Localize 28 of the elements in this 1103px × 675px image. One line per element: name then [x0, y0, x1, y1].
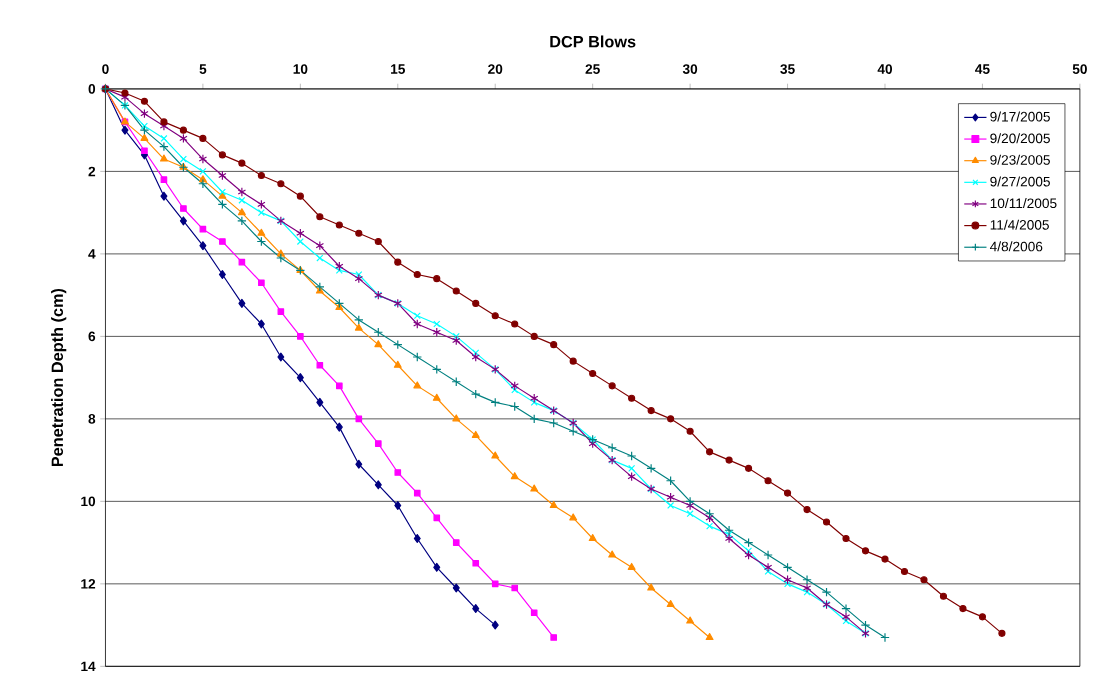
x-tick-label: 25: [585, 64, 600, 74]
x-tick-label: 20: [488, 64, 503, 74]
x-axis-title: DCP Blows: [550, 35, 636, 48]
x-tick-label: 30: [682, 64, 698, 74]
y-axis-title: Penetration Depth (cm): [51, 288, 67, 466]
legend-label: 11/4/2005: [990, 219, 1049, 230]
legend-label: 9/20/2005: [990, 132, 1050, 143]
y-tick-label: 8: [88, 413, 96, 424]
legend-label: 4/8/2006: [989, 241, 1043, 252]
y-tick-label: 0: [88, 83, 96, 94]
y-tick-label: 12: [81, 578, 96, 589]
x-tick-label: 0: [102, 64, 109, 74]
legend-label: 9/23/2005: [990, 154, 1050, 165]
y-tick-label: 6: [88, 331, 96, 342]
x-tick-label: 5: [199, 64, 207, 74]
y-tick-label: 4: [88, 249, 96, 259]
legend-label: 9/17/2005: [990, 111, 1050, 122]
legend-label: 9/27/2005: [990, 176, 1050, 187]
x-tick-label: 10: [293, 64, 308, 74]
legend-label: 10/11/2005: [990, 197, 1057, 208]
y-tick-label: 10: [81, 496, 96, 507]
y-tick-label: 2: [88, 166, 96, 176]
y-tick-label: 14: [81, 661, 96, 671]
x-tick-label: 15: [391, 64, 405, 74]
x-tick-label: 35: [780, 64, 795, 74]
x-tick-label: 40: [877, 64, 893, 74]
x-tick-label: 50: [1072, 64, 1087, 74]
x-tick-label: 45: [975, 64, 990, 74]
